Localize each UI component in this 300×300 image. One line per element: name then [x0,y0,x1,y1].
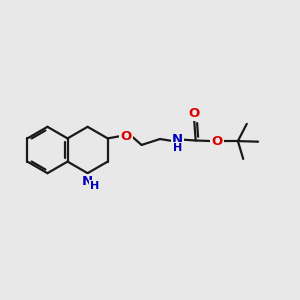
Text: O: O [189,106,200,120]
Text: H: H [89,181,99,191]
Text: N: N [82,175,93,188]
Text: H: H [173,143,182,153]
Text: O: O [212,135,223,148]
Text: N: N [172,133,183,146]
Text: O: O [121,130,132,142]
